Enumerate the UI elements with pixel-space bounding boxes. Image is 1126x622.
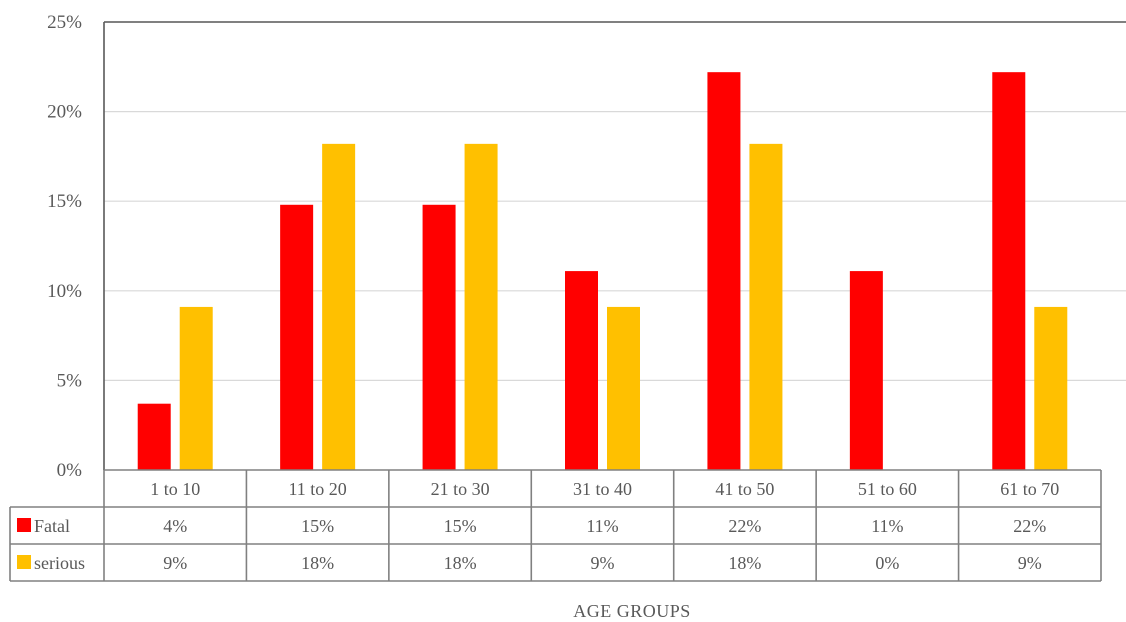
bar-fatal-41-to-50	[707, 72, 741, 471]
data-label: 18%	[728, 553, 761, 573]
bars	[137, 72, 1068, 471]
bar-serious-41-to-50	[749, 143, 783, 470]
legend-swatch-fatal	[17, 518, 31, 532]
data-label: 18%	[301, 553, 334, 573]
data-label: 18%	[444, 553, 477, 573]
bar-serious-31-to-40	[607, 306, 640, 470]
legend-label-serious: serious	[34, 553, 85, 573]
y-tick-label: 10%	[47, 281, 82, 302]
bar-serious-21-to-30	[464, 143, 498, 470]
data-label: 9%	[1018, 553, 1042, 573]
data-label: 11%	[871, 516, 903, 536]
data-label: 15%	[444, 516, 477, 536]
y-axis-ticks: 0% 5% 10% 15% 20% 25%	[47, 12, 82, 481]
gridlines	[103, 21, 1126, 470]
bar-serious-61-to-70	[1034, 306, 1068, 470]
data-label: 22%	[728, 516, 761, 536]
data-label: 15%	[301, 516, 334, 536]
data-label: 9%	[591, 553, 615, 573]
data-label: 11%	[586, 516, 618, 536]
data-label: 22%	[1013, 516, 1046, 536]
bar-fatal-51-to-60	[849, 271, 883, 470]
x-axis-title: AGE GROUPS	[573, 601, 691, 621]
y-tick-label: 0%	[57, 460, 83, 481]
legend-label-fatal: Fatal	[34, 516, 70, 536]
y-tick-label: 15%	[47, 191, 82, 212]
x-tick-label: 51 to 60	[858, 479, 917, 499]
bar-fatal-31-to-40	[565, 271, 598, 470]
bar-serious-1-to-10	[179, 306, 213, 470]
bar-fatal-61-to-70	[992, 72, 1026, 471]
x-tick-label: 21 to 30	[431, 479, 490, 499]
y-tick-label: 5%	[57, 370, 83, 391]
legend-swatch-serious	[17, 555, 31, 569]
y-tick-label: 20%	[47, 102, 82, 123]
x-tick-label: 31 to 40	[573, 479, 632, 499]
x-tick-label: 61 to 70	[1000, 479, 1059, 499]
data-label: 0%	[875, 553, 899, 573]
data-label: 4%	[163, 516, 187, 536]
data-label: 9%	[163, 553, 187, 573]
data-table: 1 to 10 11 to 20 21 to 30 31 to 40 41 to 50 5…	[9, 469, 1102, 582]
y-tick-label: 25%	[47, 12, 82, 33]
bar-serious-11-to-20	[322, 143, 356, 470]
bar-fatal-21-to-30	[422, 204, 456, 470]
x-tick-label: 1 to 10	[150, 479, 200, 499]
bar-fatal-11-to-20	[280, 204, 314, 470]
bar-fatal-1-to-10	[137, 403, 171, 470]
x-tick-label: 41 to 50	[715, 479, 774, 499]
x-tick-label: 11 to 20	[288, 479, 346, 499]
